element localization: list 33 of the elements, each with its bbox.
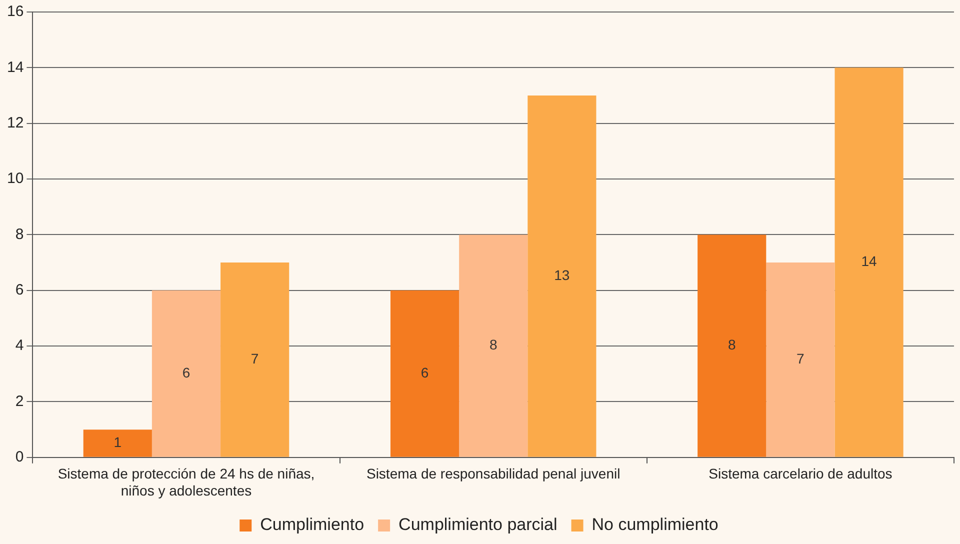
x-tick-label: Sistema de protección de 24 hs de niñas, niños y adolescentes (58, 466, 315, 498)
bar (528, 96, 596, 457)
bar (834, 68, 904, 457)
y-tick-label: 16 (6, 3, 24, 20)
data-label: 6 (420, 364, 429, 380)
legend-label: Cumplimiento (260, 515, 364, 534)
data-label: 13 (554, 267, 570, 284)
data-label: 7 (250, 350, 259, 367)
legend-label: No cumplimiento (592, 515, 718, 534)
y-tick-label: 6 (15, 282, 24, 299)
x-tick-label: Sistema de responsabilidad penal juvenil (366, 466, 620, 482)
bar (766, 262, 835, 457)
data-label: 1 (114, 434, 122, 450)
data-label: 14 (861, 253, 878, 270)
data-label: 7 (796, 350, 805, 367)
bar (83, 430, 152, 457)
data-label: 6 (182, 364, 190, 380)
x-tick-label: Sistema carcelario de adultos (708, 466, 892, 482)
y-tick-label: 10 (6, 170, 24, 188)
data-label: 8 (489, 336, 498, 353)
y-tick-label: 12 (6, 114, 24, 132)
y-tick-label: 14 (6, 58, 24, 76)
bar (390, 290, 460, 457)
bar (698, 234, 766, 457)
legend-label: Cumplimiento parcial (398, 515, 558, 534)
y-tick-label: 2 (15, 392, 24, 410)
y-tick-label: 4 (15, 337, 24, 354)
bar (459, 234, 528, 457)
y-tick-label: 8 (15, 226, 24, 243)
data-label: 8 (728, 336, 736, 353)
bar (152, 290, 221, 457)
bar (220, 262, 290, 457)
y-tick-label: 0 (15, 448, 24, 466)
